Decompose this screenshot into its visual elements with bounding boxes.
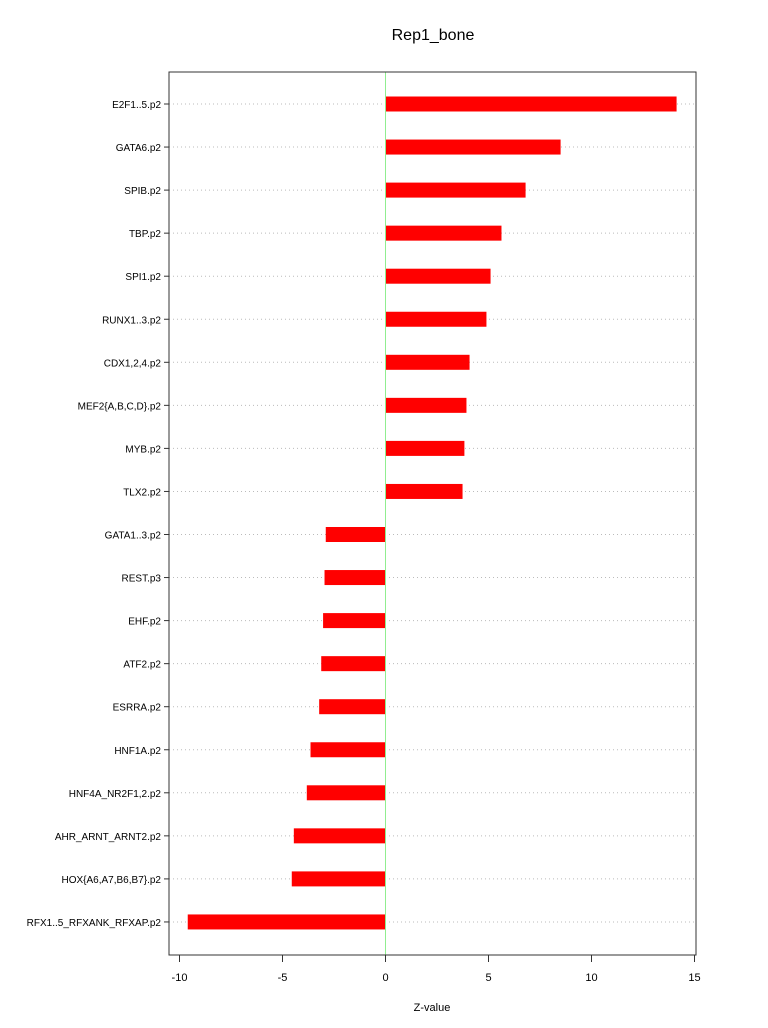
- y-tick-label: ATF2.p2: [123, 660, 161, 671]
- bar: [385, 182, 526, 198]
- bar: [385, 397, 467, 413]
- y-tick-label: EHF.p2: [128, 617, 161, 628]
- x-tick-label: 15: [688, 972, 700, 984]
- x-tick-label: 10: [585, 972, 597, 984]
- bar: [323, 613, 386, 629]
- y-tick-label: MYB.p2: [125, 444, 161, 455]
- y-tick-label: GATA6.p2: [116, 143, 162, 154]
- y-tick-label: ESRRA.p2: [113, 703, 162, 714]
- bar: [385, 268, 491, 284]
- y-tick-label: RFX1..5_RFXANK_RFXAP.p2: [27, 918, 162, 929]
- x-tick-label: -10: [172, 972, 188, 984]
- x-tick-label: 5: [485, 972, 491, 984]
- bar: [187, 914, 386, 930]
- bar: [321, 656, 386, 672]
- y-tick-label: GATA1..3.p2: [105, 531, 162, 542]
- y-tick-label: HNF1A.p2: [114, 746, 161, 757]
- bar: [385, 440, 465, 456]
- y-tick-label: SPI1.p2: [125, 272, 161, 283]
- bar: [293, 828, 386, 844]
- bar: [385, 139, 561, 155]
- bar: [385, 225, 502, 241]
- bar: [291, 871, 386, 887]
- y-tick-label: TBP.p2: [129, 229, 161, 240]
- bar: [385, 354, 470, 370]
- bar: [306, 785, 386, 801]
- bar: [385, 96, 677, 112]
- y-tick-label: MEF2{A,B,C,D}.p2: [78, 401, 162, 412]
- y-tick-label: HNF4A_NR2F1,2.p2: [69, 789, 162, 800]
- y-tick-label: E2F1..5.p2: [112, 100, 161, 111]
- chart-title: Rep1_bone: [392, 27, 475, 44]
- x-tick-label: 0: [382, 972, 388, 984]
- bar: [385, 311, 487, 327]
- y-tick-label: AHR_ARNT_ARNT2.p2: [55, 832, 162, 843]
- y-tick-label: HOX{A6,A7,B6,B7}.p2: [61, 875, 161, 886]
- bar: [319, 699, 386, 715]
- y-tick-label: REST.p3: [122, 574, 162, 585]
- bar: [325, 527, 386, 542]
- y-tick-label: TLX2.p2: [123, 487, 161, 498]
- bar: [310, 742, 386, 758]
- bar: [385, 483, 463, 499]
- y-tick-label: SPIB.p2: [124, 186, 161, 197]
- x-axis-label: Z-value: [414, 1002, 451, 1014]
- x-tick-label: -5: [278, 972, 288, 984]
- plot-frame: [168, 71, 697, 956]
- bar: [324, 570, 386, 586]
- y-tick-label: CDX1,2,4.p2: [104, 358, 162, 369]
- y-tick-label: RUNX1..3.p2: [102, 315, 161, 326]
